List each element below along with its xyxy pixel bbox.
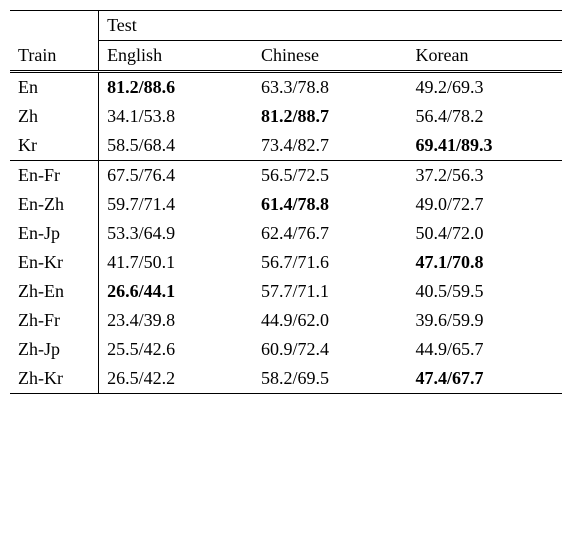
row-label: Zh-En bbox=[10, 277, 99, 306]
header-train: Train bbox=[10, 41, 99, 72]
cell-value: 23.4/39.8 bbox=[99, 306, 253, 335]
cell-value: 47.4/67.7 bbox=[408, 364, 563, 394]
row-label: Kr bbox=[10, 131, 99, 161]
header-col-korean: Korean bbox=[408, 41, 563, 72]
cell-value: 58.5/68.4 bbox=[99, 131, 253, 161]
cell-value: 81.2/88.7 bbox=[253, 102, 407, 131]
table-row: Zh-Kr26.5/42.258.2/69.547.4/67.7 bbox=[10, 364, 562, 394]
cell-value: 25.5/42.6 bbox=[99, 335, 253, 364]
cell-value: 47.1/70.8 bbox=[408, 248, 563, 277]
cell-value: 49.0/72.7 bbox=[408, 190, 563, 219]
cell-value: 40.5/59.5 bbox=[408, 277, 563, 306]
row-label: Zh bbox=[10, 102, 99, 131]
cell-value: 59.7/71.4 bbox=[99, 190, 253, 219]
cell-value: 73.4/82.7 bbox=[253, 131, 407, 161]
cell-value: 81.2/88.6 bbox=[99, 72, 253, 103]
table-row: Zh34.1/53.881.2/88.756.4/78.2 bbox=[10, 102, 562, 131]
row-label: Zh-Kr bbox=[10, 364, 99, 394]
header-blank bbox=[10, 11, 99, 41]
row-label: En-Kr bbox=[10, 248, 99, 277]
cell-value: 56.5/72.5 bbox=[253, 161, 407, 191]
table-row: Zh-En26.6/44.157.7/71.140.5/59.5 bbox=[10, 277, 562, 306]
cell-value: 34.1/53.8 bbox=[99, 102, 253, 131]
cell-value: 37.2/56.3 bbox=[408, 161, 563, 191]
header-test: Test bbox=[99, 11, 562, 41]
cell-value: 69.41/89.3 bbox=[408, 131, 563, 161]
row-label: En bbox=[10, 72, 99, 103]
table-row: Zh-Fr23.4/39.844.9/62.039.6/59.9 bbox=[10, 306, 562, 335]
cell-value: 56.7/71.6 bbox=[253, 248, 407, 277]
cell-value: 67.5/76.4 bbox=[99, 161, 253, 191]
table-row: Kr58.5/68.473.4/82.769.41/89.3 bbox=[10, 131, 562, 161]
table-row: En81.2/88.663.3/78.849.2/69.3 bbox=[10, 72, 562, 103]
table-row: Zh-Jp25.5/42.660.9/72.444.9/65.7 bbox=[10, 335, 562, 364]
cell-value: 26.5/42.2 bbox=[99, 364, 253, 394]
row-label: En-Zh bbox=[10, 190, 99, 219]
cell-value: 26.6/44.1 bbox=[99, 277, 253, 306]
cell-value: 50.4/72.0 bbox=[408, 219, 563, 248]
table-row: En-Zh59.7/71.461.4/78.849.0/72.7 bbox=[10, 190, 562, 219]
row-label: En-Fr bbox=[10, 161, 99, 191]
cell-value: 60.9/72.4 bbox=[253, 335, 407, 364]
row-label: Zh-Fr bbox=[10, 306, 99, 335]
header-col-chinese: Chinese bbox=[253, 41, 407, 72]
cell-value: 41.7/50.1 bbox=[99, 248, 253, 277]
table-row: En-Kr41.7/50.156.7/71.647.1/70.8 bbox=[10, 248, 562, 277]
cell-value: 39.6/59.9 bbox=[408, 306, 563, 335]
cell-value: 53.3/64.9 bbox=[99, 219, 253, 248]
cell-value: 57.7/71.1 bbox=[253, 277, 407, 306]
cell-value: 49.2/69.3 bbox=[408, 72, 563, 103]
cell-value: 58.2/69.5 bbox=[253, 364, 407, 394]
table-row: En-Jp53.3/64.962.4/76.750.4/72.0 bbox=[10, 219, 562, 248]
table-row: En-Fr67.5/76.456.5/72.537.2/56.3 bbox=[10, 161, 562, 191]
cell-value: 62.4/76.7 bbox=[253, 219, 407, 248]
header-col-english: English bbox=[99, 41, 253, 72]
cell-value: 44.9/62.0 bbox=[253, 306, 407, 335]
cell-value: 61.4/78.8 bbox=[253, 190, 407, 219]
row-label: En-Jp bbox=[10, 219, 99, 248]
cell-value: 44.9/65.7 bbox=[408, 335, 563, 364]
row-label: Zh-Jp bbox=[10, 335, 99, 364]
results-table: Test Train English Chinese Korean En81.2… bbox=[10, 10, 562, 394]
cell-value: 63.3/78.8 bbox=[253, 72, 407, 103]
cell-value: 56.4/78.2 bbox=[408, 102, 563, 131]
